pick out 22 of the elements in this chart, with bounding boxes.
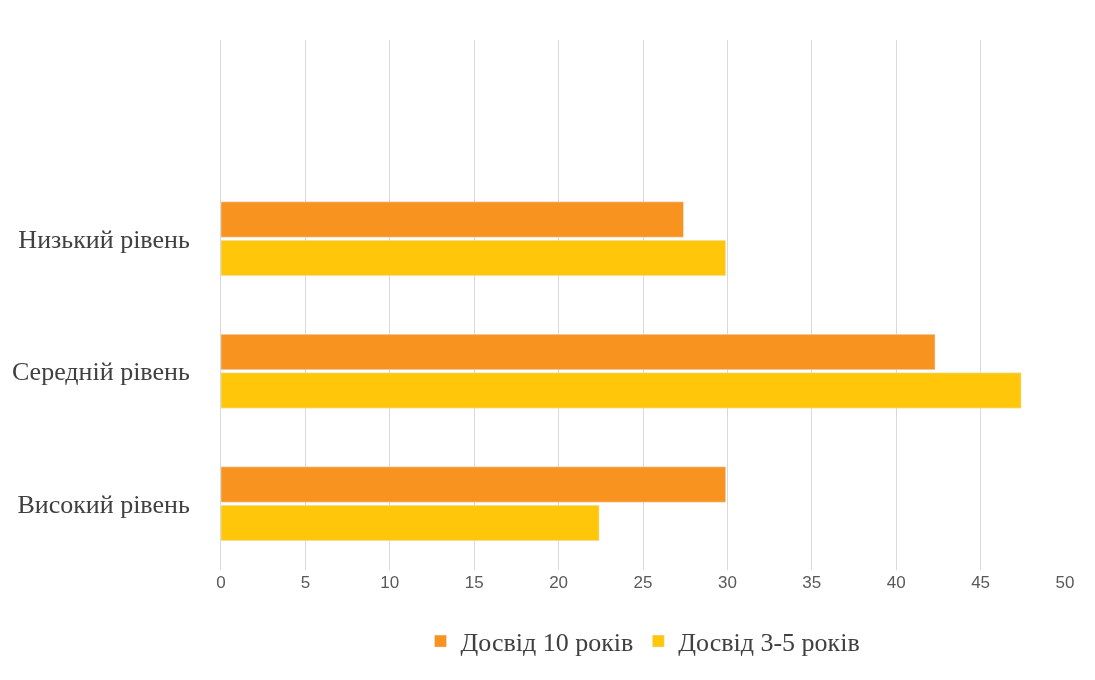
bar — [221, 372, 1022, 409]
legend-label: Досвід 10 років — [460, 628, 634, 658]
bar — [221, 505, 600, 541]
x-tick-label: 40 — [886, 573, 906, 592]
x-tick-label: 0 — [216, 573, 226, 592]
y-tick-label: Високий рівень — [17, 489, 190, 519]
x-tick-label: 50 — [1055, 573, 1075, 592]
x-tick-label: 5 — [300, 573, 311, 592]
bar — [221, 334, 936, 370]
bar — [221, 466, 726, 503]
x-tick-label: 45 — [971, 573, 991, 592]
y-tick-label: Низький рівень — [18, 224, 190, 254]
x-tick-label: 25 — [633, 573, 653, 592]
x-tick-label: 15 — [464, 573, 484, 592]
legend-label: Досвід 3-5 років — [678, 628, 860, 658]
bar — [221, 240, 726, 276]
x-tick-label: 30 — [717, 573, 737, 592]
x-tick-label: 10 — [380, 573, 400, 592]
bar — [221, 201, 684, 238]
x-tick-label: 35 — [802, 573, 822, 592]
x-tick-label: 20 — [549, 573, 569, 592]
y-tick-label: Середній рівень — [11, 357, 190, 387]
